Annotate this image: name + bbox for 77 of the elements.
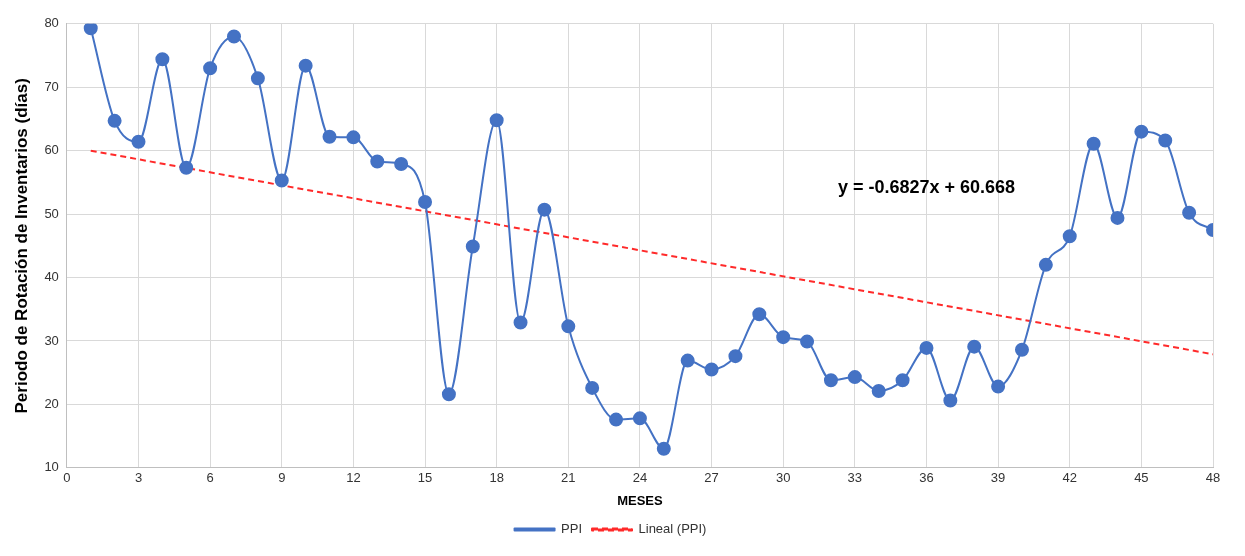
point bbox=[179, 160, 194, 175]
x-tick-label: 18 bbox=[489, 470, 504, 486]
point bbox=[394, 156, 409, 171]
point bbox=[943, 393, 958, 408]
point bbox=[1062, 229, 1077, 244]
x-tick-label: 12 bbox=[346, 470, 361, 486]
point bbox=[823, 373, 838, 388]
point bbox=[227, 29, 242, 44]
x-tick-label: 30 bbox=[775, 470, 791, 486]
point bbox=[418, 195, 433, 210]
point bbox=[1038, 257, 1053, 272]
point bbox=[656, 441, 671, 456]
point bbox=[1182, 205, 1197, 220]
y-tick-label: 10 bbox=[44, 459, 59, 475]
point bbox=[561, 319, 576, 334]
y-tick-label: 20 bbox=[44, 395, 59, 411]
x-tick-label: 45 bbox=[1134, 470, 1149, 486]
point bbox=[107, 113, 122, 128]
point bbox=[585, 380, 600, 395]
point bbox=[513, 315, 528, 330]
point bbox=[752, 307, 767, 322]
point bbox=[871, 384, 886, 399]
y-tick-label: 70 bbox=[44, 78, 59, 94]
legend-label: PPI bbox=[561, 521, 583, 537]
x-tick-label: 24 bbox=[632, 470, 648, 486]
point bbox=[704, 362, 719, 377]
point bbox=[537, 202, 552, 217]
point bbox=[322, 129, 337, 144]
x-tick-label: 9 bbox=[278, 470, 286, 486]
point bbox=[346, 130, 361, 145]
point bbox=[1134, 124, 1149, 139]
x-tick-label: 6 bbox=[206, 470, 214, 486]
point bbox=[609, 412, 624, 427]
point bbox=[131, 134, 146, 149]
point bbox=[465, 239, 480, 254]
point bbox=[83, 23, 98, 36]
point bbox=[441, 387, 456, 402]
point bbox=[895, 373, 910, 388]
y-axis-title: Periodo de Rotación de Inventarios (días) bbox=[11, 78, 31, 414]
point bbox=[728, 349, 743, 364]
x-axis-title: MESES bbox=[617, 492, 664, 508]
x-tick-label: 3 bbox=[134, 470, 143, 486]
x-tick-label: 27 bbox=[704, 470, 719, 486]
point bbox=[847, 370, 862, 385]
x-tick-label: 21 bbox=[561, 470, 576, 486]
legend-label: Lineal (PPI) bbox=[638, 521, 707, 537]
y-tick-label: 40 bbox=[44, 269, 59, 285]
point bbox=[1158, 133, 1173, 148]
point bbox=[203, 61, 218, 76]
point bbox=[919, 340, 934, 355]
y-tick-label: 60 bbox=[44, 142, 59, 158]
point bbox=[274, 173, 289, 188]
point bbox=[489, 113, 504, 128]
y-tick-label: 80 bbox=[44, 15, 59, 31]
x-tick-label: 15 bbox=[417, 470, 433, 486]
x-tick-label: 42 bbox=[1062, 470, 1077, 486]
x-tick-label: 39 bbox=[990, 470, 1006, 486]
point bbox=[250, 71, 265, 86]
point bbox=[1110, 210, 1125, 225]
point bbox=[155, 52, 170, 67]
annotation: y = -0.6827x + 60.668 bbox=[837, 177, 1016, 198]
x-tick-label: 33 bbox=[847, 470, 863, 486]
x-tick-label: 36 bbox=[919, 470, 934, 486]
point bbox=[370, 154, 385, 169]
point bbox=[991, 379, 1006, 394]
point bbox=[680, 353, 695, 368]
point bbox=[776, 330, 791, 345]
point bbox=[967, 339, 982, 354]
point bbox=[298, 58, 313, 73]
x-tick-label: 48 bbox=[1205, 470, 1221, 486]
y-tick-label: 30 bbox=[44, 332, 59, 348]
point bbox=[1086, 136, 1101, 151]
x-tick-label: 0 bbox=[63, 470, 71, 486]
y-tick-label: 50 bbox=[44, 205, 59, 221]
point bbox=[632, 411, 647, 426]
point bbox=[800, 334, 815, 349]
point bbox=[1014, 342, 1029, 357]
